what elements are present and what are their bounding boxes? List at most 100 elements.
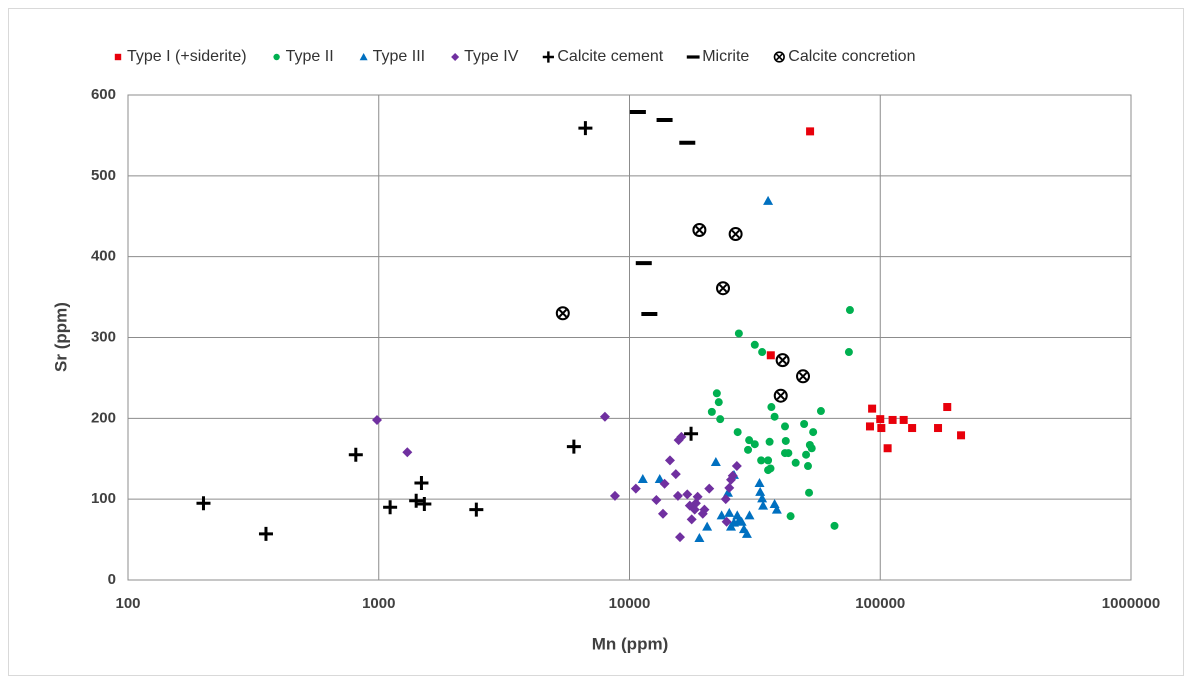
marker-part — [844, 348, 853, 357]
marker-circle — [791, 458, 800, 467]
marker-part — [865, 422, 874, 431]
marker-diamond — [682, 489, 693, 500]
marker-plus — [542, 51, 554, 63]
marker-part — [888, 415, 897, 424]
marker-part — [763, 195, 774, 205]
marker-part — [943, 403, 952, 412]
marker-part — [731, 229, 740, 239]
marker-part — [417, 497, 432, 512]
marker-circle — [750, 440, 759, 449]
marker-part — [744, 445, 753, 454]
marker-triangle — [757, 493, 768, 503]
legend-item: Type II — [273, 48, 334, 65]
marker-circle-x — [555, 306, 570, 321]
marker-part — [689, 504, 700, 515]
marker-part — [778, 355, 787, 365]
marker-circle — [716, 415, 725, 424]
legend-item: Type IV — [451, 48, 519, 65]
marker-part — [724, 482, 735, 493]
marker-circle — [844, 348, 853, 357]
marker-diamond — [720, 494, 731, 505]
legend-label: Calcite cement — [557, 48, 663, 65]
marker-circle — [767, 403, 776, 412]
marker-part — [758, 500, 769, 510]
marker-triangle — [716, 510, 727, 520]
y-tick-label: 300 — [91, 328, 116, 345]
marker-diamond — [599, 411, 610, 422]
marker-part — [664, 455, 675, 466]
marker-part — [258, 526, 273, 541]
legend-item: Type III — [359, 48, 425, 65]
marker-plus — [348, 447, 363, 462]
marker-triangle — [736, 516, 747, 526]
marker-circle — [707, 407, 716, 416]
marker-part — [745, 436, 754, 445]
marker-part — [733, 428, 742, 437]
marker-part — [791, 458, 800, 467]
legend-label: Type II — [286, 48, 334, 65]
marker-circle — [816, 407, 825, 416]
marker-part — [657, 508, 668, 519]
marker-square — [957, 431, 966, 440]
marker-circle — [770, 412, 779, 421]
chart-frame — [8, 8, 1184, 676]
marker-circle — [807, 444, 816, 453]
legend-label: Calcite concretion — [788, 48, 915, 65]
marker-circle — [714, 398, 723, 407]
marker-diamond — [676, 431, 687, 442]
marker-triangle — [654, 473, 665, 483]
marker-part — [741, 528, 752, 538]
marker-circle — [845, 306, 854, 315]
marker-triangle — [771, 504, 782, 514]
marker-triangle — [694, 532, 705, 542]
marker-part — [816, 407, 825, 416]
marker-circle — [734, 329, 743, 338]
marker-part — [734, 329, 743, 338]
marker-part — [845, 306, 854, 315]
marker-circle-x — [692, 222, 707, 237]
marker-part — [469, 502, 484, 517]
marker-circle — [757, 456, 766, 465]
marker-part — [781, 436, 790, 445]
marker-part — [800, 419, 809, 428]
marker-part — [654, 473, 665, 483]
marker-part — [758, 348, 767, 357]
marker-triangle — [359, 53, 368, 61]
marker-circle — [809, 428, 818, 437]
marker-part — [798, 372, 808, 381]
marker-diamond — [686, 514, 697, 525]
marker-part — [757, 493, 768, 503]
marker-part — [805, 488, 814, 497]
marker-diamond — [692, 491, 703, 502]
marker-part — [712, 389, 721, 398]
marker-circle — [745, 436, 754, 445]
marker-part — [776, 391, 785, 400]
marker-diamond — [664, 455, 675, 466]
marker-part — [542, 51, 554, 63]
marker-part — [699, 504, 710, 515]
marker-part — [744, 510, 755, 520]
marker-part — [721, 516, 732, 527]
legend-item: Micrite — [686, 48, 749, 65]
marker-plus — [196, 496, 211, 511]
marker-diamond — [675, 532, 686, 543]
legend-item: Type I (+siderite) — [114, 48, 247, 65]
marker-diamond — [721, 516, 732, 527]
plot-border — [127, 94, 1132, 581]
marker-part — [830, 521, 839, 530]
marker-part — [803, 462, 812, 471]
marker-plus — [469, 502, 484, 517]
x-tick-label: 10000 — [609, 595, 651, 612]
marker-part — [672, 490, 683, 501]
marker-triangle — [702, 521, 713, 531]
marker-part — [566, 439, 581, 454]
marker-part — [877, 424, 886, 433]
y-tick-label: 0 — [108, 571, 116, 588]
marker-circle — [764, 456, 773, 465]
x-tick-label: 1000000 — [1102, 595, 1160, 612]
marker-diamond — [451, 53, 460, 61]
marker-part — [806, 127, 815, 136]
marker-triangle — [724, 507, 735, 517]
marker-part — [908, 424, 917, 433]
marker-part — [695, 225, 704, 235]
